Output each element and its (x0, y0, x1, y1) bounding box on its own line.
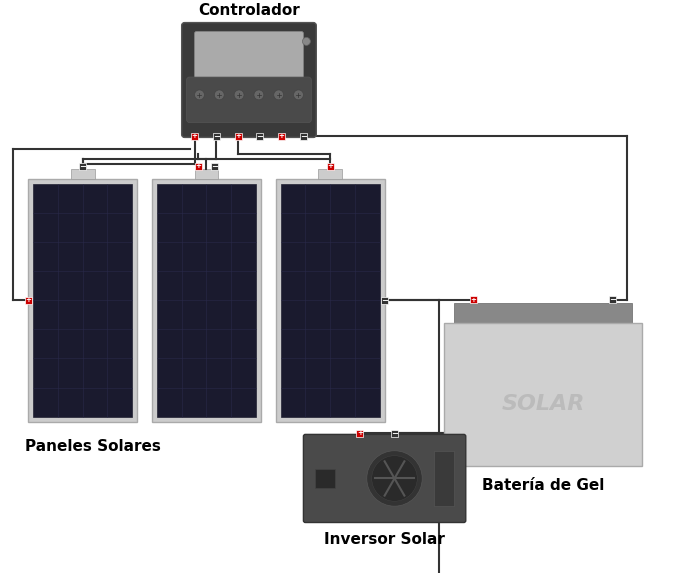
Circle shape (293, 90, 304, 100)
Bar (195, 163, 202, 170)
Circle shape (254, 90, 264, 100)
Text: SOLAR: SOLAR (502, 394, 584, 414)
Text: −: − (609, 295, 615, 304)
Text: +: + (26, 297, 31, 303)
Text: Paneles Solares: Paneles Solares (25, 439, 161, 454)
Bar (276, 179, 384, 422)
Bar (391, 430, 398, 437)
Circle shape (372, 456, 417, 501)
Text: +: + (195, 163, 201, 169)
Bar (235, 133, 242, 140)
Circle shape (302, 37, 311, 45)
Bar (257, 133, 264, 140)
Text: +: + (471, 297, 477, 303)
Text: −: − (211, 162, 218, 171)
Text: −: − (79, 162, 86, 171)
Bar (315, 469, 335, 488)
FancyBboxPatch shape (186, 77, 311, 123)
FancyBboxPatch shape (195, 32, 304, 80)
Bar (609, 296, 615, 303)
Text: −: − (391, 429, 398, 438)
Text: −: − (300, 132, 307, 141)
Bar (326, 163, 334, 170)
Bar (25, 297, 32, 304)
Text: +: + (192, 134, 197, 139)
Bar (434, 451, 454, 506)
Text: Controlador: Controlador (198, 3, 300, 18)
Circle shape (195, 90, 204, 100)
Bar (195, 169, 218, 179)
Text: +: + (235, 134, 241, 139)
Bar (211, 163, 218, 170)
Bar (470, 296, 477, 303)
Bar (157, 184, 256, 417)
Bar (356, 430, 364, 437)
Text: −: − (381, 296, 388, 305)
Bar (444, 323, 642, 466)
Text: +: + (357, 430, 363, 437)
Bar (213, 133, 220, 140)
Circle shape (215, 90, 224, 100)
Text: −: − (213, 132, 220, 141)
Bar (278, 133, 285, 140)
Bar (71, 169, 95, 179)
Text: +: + (279, 134, 284, 139)
Circle shape (367, 451, 422, 506)
Bar (79, 163, 86, 170)
Bar (28, 179, 137, 422)
Text: Batería de Gel: Batería de Gel (482, 478, 604, 493)
Text: Inversor Solar: Inversor Solar (324, 532, 445, 547)
Circle shape (234, 90, 244, 100)
Bar (381, 297, 388, 304)
Bar (152, 179, 261, 422)
FancyBboxPatch shape (304, 434, 466, 523)
Bar (318, 169, 342, 179)
FancyBboxPatch shape (181, 22, 316, 138)
Bar (33, 184, 132, 417)
Circle shape (274, 90, 284, 100)
Bar (281, 184, 380, 417)
Text: +: + (327, 163, 333, 169)
Bar (300, 133, 307, 140)
Bar (454, 303, 632, 323)
Bar (191, 133, 198, 140)
Text: −: − (257, 132, 264, 141)
